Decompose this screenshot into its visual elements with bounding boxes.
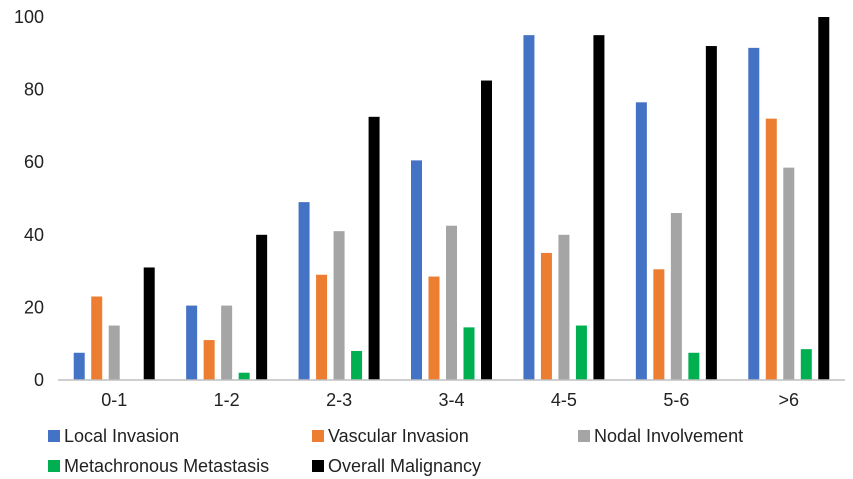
legend-label: Overall Malignancy bbox=[328, 456, 481, 476]
y-tick-label: 20 bbox=[24, 297, 44, 317]
bar bbox=[463, 327, 475, 380]
x-tick-label: 4-5 bbox=[551, 390, 577, 410]
bar bbox=[818, 17, 830, 380]
y-axis: 0 20 40 60 80 100 bbox=[14, 7, 44, 390]
bar bbox=[748, 47, 760, 380]
y-tick-label: 40 bbox=[24, 225, 44, 245]
x-tick-label: 5-6 bbox=[663, 390, 689, 410]
legend-swatch bbox=[48, 460, 60, 472]
legend-label: Nodal Involvement bbox=[594, 426, 743, 446]
bar bbox=[783, 167, 795, 380]
bar bbox=[428, 276, 440, 380]
legend-swatch bbox=[312, 460, 324, 472]
y-tick-label: 80 bbox=[24, 80, 44, 100]
bar bbox=[91, 296, 103, 380]
bar bbox=[368, 116, 380, 380]
bar bbox=[540, 252, 552, 380]
x-tick-label: 2-3 bbox=[326, 390, 352, 410]
bar bbox=[688, 352, 700, 380]
bar bbox=[705, 46, 717, 380]
y-tick-label: 60 bbox=[24, 152, 44, 172]
x-axis: 0-1 1-2 2-3 3-4 4-5 5-6 >6 bbox=[101, 390, 799, 410]
legend-swatch bbox=[578, 430, 590, 442]
bar bbox=[186, 305, 198, 380]
bar bbox=[203, 340, 215, 380]
legend: Local Invasion Vascular Invasion Nodal Inv… bbox=[48, 426, 743, 476]
bar bbox=[108, 325, 120, 380]
bar bbox=[298, 202, 310, 380]
legend-label: Vascular Invasion bbox=[328, 426, 469, 446]
bar bbox=[670, 213, 682, 380]
x-tick-label: 1-2 bbox=[214, 390, 240, 410]
bar bbox=[653, 269, 665, 380]
y-tick-label: 0 bbox=[34, 370, 44, 390]
bar bbox=[635, 102, 647, 381]
bar bbox=[333, 231, 345, 380]
x-tick-label: 3-4 bbox=[438, 390, 464, 410]
bar bbox=[765, 118, 777, 380]
bar bbox=[73, 352, 85, 380]
legend-label: Metachronous Metastasis bbox=[64, 456, 269, 476]
bar bbox=[238, 372, 250, 380]
bar bbox=[411, 160, 422, 380]
legend-swatch bbox=[312, 430, 324, 442]
bar bbox=[593, 35, 605, 381]
bar bbox=[800, 349, 812, 380]
bar bbox=[351, 350, 363, 380]
bar bbox=[481, 80, 492, 381]
bar bbox=[575, 325, 587, 380]
legend-label: Local Invasion bbox=[64, 426, 179, 446]
bar bbox=[446, 225, 457, 380]
x-tick-label: >6 bbox=[779, 390, 800, 410]
bar bbox=[143, 267, 155, 380]
bar bbox=[523, 35, 535, 381]
x-tick-label: 0-1 bbox=[101, 390, 127, 410]
bar bbox=[316, 274, 328, 380]
bar bbox=[256, 234, 268, 380]
bars bbox=[73, 17, 830, 381]
y-tick-label: 100 bbox=[14, 7, 44, 27]
legend-swatch bbox=[48, 430, 60, 442]
bar bbox=[221, 305, 233, 380]
bar bbox=[558, 234, 570, 380]
